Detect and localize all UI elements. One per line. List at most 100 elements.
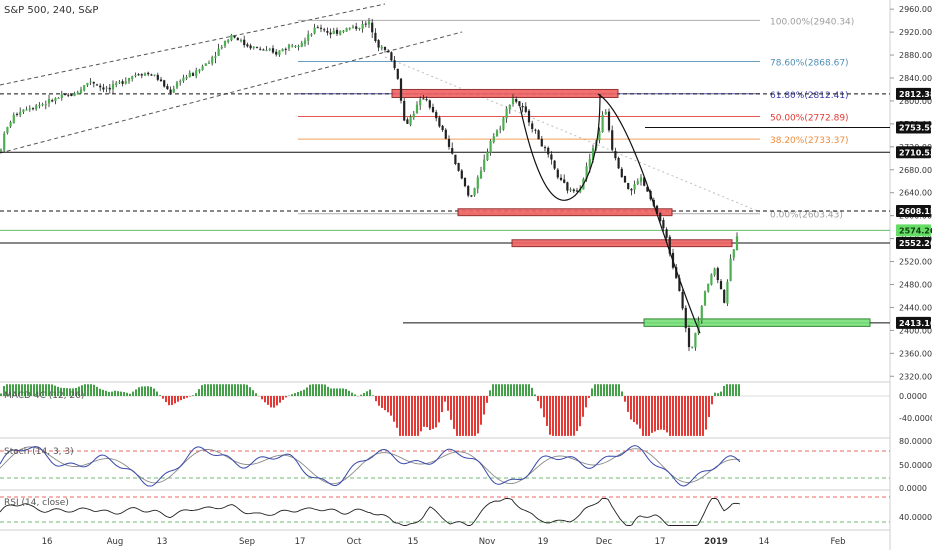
candle-body (342, 31, 344, 32)
candle-body (691, 347, 693, 348)
price-tick-label: 2440.00 (899, 303, 932, 312)
candle-body (608, 112, 610, 131)
candle-body (144, 73, 146, 75)
macd-bar (729, 384, 731, 396)
macd-bar (459, 396, 461, 436)
candle-body (218, 49, 220, 56)
candle-body (416, 105, 418, 113)
candle-body (147, 73, 149, 74)
supply-zone (458, 209, 672, 216)
candle-body (0, 149, 2, 151)
candle-body (701, 306, 703, 321)
price-badge-label: 2552.26 (899, 239, 932, 248)
candle-body (208, 63, 210, 64)
macd-bar (405, 396, 407, 436)
macd-bar (705, 396, 707, 430)
candle-body (35, 105, 37, 109)
candle-body (618, 158, 620, 168)
macd-bar (117, 391, 119, 396)
candle-body (355, 26, 357, 28)
rsi-label: RSI (14, close) (4, 498, 69, 508)
candle-body (362, 24, 364, 29)
candle-body (570, 189, 572, 190)
candle-body (227, 40, 229, 42)
candle-body (198, 70, 200, 72)
macd-bar (375, 396, 377, 401)
candle-body (563, 179, 565, 182)
candle-body (13, 115, 15, 123)
macd-bar (129, 394, 131, 396)
candle-body (42, 104, 44, 105)
macd-bar (276, 396, 278, 405)
macd-bar (291, 394, 293, 396)
macd-bar (540, 396, 542, 408)
macd-bar (138, 387, 140, 396)
macd-bar (111, 392, 113, 396)
macd-bar (609, 384, 611, 396)
macd-bar (342, 388, 344, 396)
candle-body (544, 147, 546, 148)
candle-body (432, 107, 434, 112)
macd-bar (663, 396, 665, 430)
candle-body (480, 171, 482, 179)
time-axis-label: 16 (42, 537, 53, 547)
macd-bar (363, 393, 365, 396)
candle-body (230, 35, 232, 40)
candle-body (22, 110, 24, 112)
candle-body (77, 93, 79, 95)
macd-bar (102, 390, 104, 396)
demand-zone (644, 319, 870, 326)
macd-bar (156, 392, 158, 396)
candle-body (186, 77, 188, 79)
macd-bar (270, 396, 272, 407)
time-axis-label: Dec (596, 537, 613, 547)
candle-body (90, 81, 92, 82)
macd-bar (147, 386, 149, 396)
candle-body (374, 33, 376, 41)
macd-bar (582, 396, 584, 417)
macd-bar (153, 389, 155, 396)
macd-bar (438, 396, 440, 422)
macd-bar (684, 396, 686, 436)
candle-body (390, 52, 392, 60)
macd-bar (318, 384, 320, 396)
candle-body (275, 52, 277, 55)
candle-body (685, 308, 687, 328)
candle-body (106, 88, 108, 89)
macd-bar (465, 396, 467, 436)
candle-body (243, 40, 245, 45)
macd-bar (699, 396, 701, 436)
candle-body (250, 45, 252, 48)
candle-body (525, 106, 527, 111)
candle-body (176, 82, 178, 87)
candle-body (666, 229, 668, 237)
candle-body (256, 47, 258, 48)
candle-body (320, 28, 322, 29)
candle-body (323, 29, 325, 30)
fib-label: 100.00%(2940.34) (770, 17, 854, 27)
macd-bar (498, 384, 500, 396)
macd-bar (648, 396, 650, 436)
candle-body (723, 290, 725, 303)
candle-body (26, 110, 28, 111)
candle-body (467, 186, 469, 195)
macd-bar (549, 396, 551, 435)
candle-body (454, 155, 456, 164)
candle-body (394, 60, 396, 68)
candle-body (173, 89, 175, 93)
macd-bar (402, 396, 404, 436)
macd-bar (711, 396, 713, 404)
candle-body (621, 169, 623, 177)
time-axis-label: 14 (759, 537, 770, 547)
macd-bar (237, 384, 239, 396)
macd-bar (255, 393, 257, 396)
candle-body (614, 151, 616, 158)
candle-body (550, 155, 552, 160)
macd-bar (204, 384, 206, 396)
macd-bar (657, 396, 659, 430)
macd-bar (492, 384, 494, 396)
macd-bar (594, 384, 596, 396)
candle-body (339, 31, 341, 35)
macd-bar (234, 384, 236, 396)
